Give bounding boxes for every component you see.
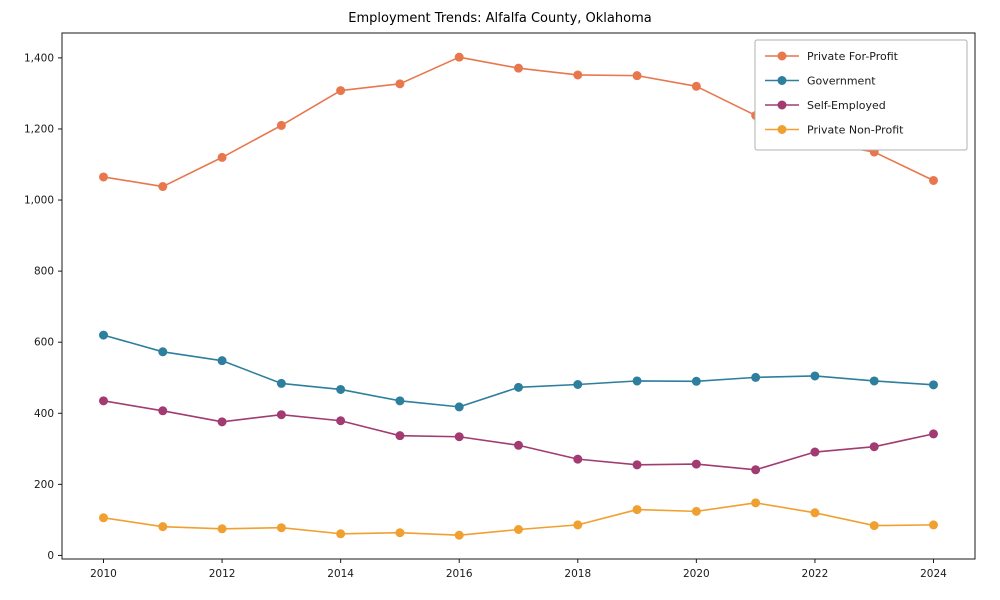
data-point-marker (929, 380, 938, 390)
data-point-marker (276, 410, 286, 420)
data-point-marker (217, 152, 227, 162)
data-point-marker (336, 384, 346, 394)
data-point-marker (395, 528, 405, 538)
x-axis-tick-label: 2022 (802, 568, 829, 580)
data-point-marker (573, 70, 583, 80)
data-point-marker (810, 371, 820, 381)
y-axis-tick-label: 0 (47, 550, 54, 562)
legend-label-private-for-profit: Private For-Profit (807, 50, 899, 63)
legend-label-self-employed: Self-Employed (807, 99, 886, 112)
data-point-marker (514, 525, 523, 535)
data-point-marker (99, 330, 108, 340)
data-point-marker (276, 378, 286, 388)
data-point-marker (929, 175, 938, 185)
legend-label-private-non-profit: Private Non-Profit (807, 124, 904, 137)
data-point-marker (217, 417, 227, 427)
data-point-marker (810, 447, 820, 457)
plot-area: 0 200 400 600 800 1,000 1,200 1,400 2010 2012 2014… (24, 32, 976, 580)
data-point-marker (336, 529, 346, 539)
data-point-marker (514, 440, 523, 450)
data-point-marker (217, 356, 227, 366)
data-point-marker (751, 372, 761, 382)
x-axis-tick-label: 2016 (446, 568, 473, 580)
x-axis-tick-label: 2020 (683, 568, 710, 580)
data-point-marker (454, 530, 464, 540)
legend-box (754, 39, 968, 151)
data-point-marker (395, 396, 405, 406)
data-point-marker (158, 347, 168, 357)
y-axis-tick-label: 800 (34, 266, 54, 278)
legend-sample-marker (777, 51, 787, 61)
data-point-marker (929, 520, 938, 530)
data-point-marker (869, 521, 879, 531)
data-point-marker (99, 396, 108, 406)
legend-sample-marker (777, 125, 787, 134)
data-point-marker (691, 459, 701, 469)
data-point-marker (514, 63, 523, 73)
axes-border (61, 32, 976, 560)
data-point-marker (691, 376, 701, 386)
data-point-marker (573, 520, 583, 530)
legend-label-government: Government (807, 75, 876, 88)
y-axis-tick-label: 1,000 (24, 195, 54, 207)
data-point-marker (158, 406, 168, 416)
legend-sample-marker (777, 100, 787, 110)
data-point-marker (454, 432, 464, 442)
chart-title: Employment Trends: Alfalfa County, Oklah… (348, 11, 651, 26)
x-axis-tick-label: 2010 (90, 568, 117, 580)
y-axis-tick-label: 1,200 (24, 123, 54, 135)
x-axis-tick-label: 2024 (920, 568, 947, 580)
y-axis-tick-label: 600 (34, 337, 54, 349)
data-point-marker (336, 86, 346, 96)
data-point-marker (691, 81, 701, 91)
data-point-marker (573, 379, 583, 389)
data-point-marker (99, 172, 108, 182)
data-point-marker (454, 402, 464, 412)
y-axis-tick-label: 400 (34, 408, 54, 420)
x-axis-tick-label: 2014 (327, 568, 354, 580)
data-point-marker (751, 498, 761, 508)
data-point-marker (929, 429, 938, 439)
data-point-marker (276, 523, 286, 533)
series-line-government (103, 334, 934, 408)
data-point-marker (217, 524, 227, 534)
data-point-marker (158, 182, 168, 192)
data-point-marker (810, 508, 820, 518)
data-point-marker (632, 71, 642, 81)
x-axis-tick-label: 2012 (209, 568, 236, 580)
data-point-marker (336, 416, 346, 426)
data-point-marker (632, 460, 642, 470)
data-point-marker (454, 52, 464, 62)
data-point-marker (276, 120, 286, 130)
data-point-marker (99, 513, 108, 523)
data-point-marker (632, 505, 642, 515)
data-point-marker (395, 431, 405, 441)
data-point-marker (395, 79, 405, 89)
data-point-marker (869, 376, 879, 386)
data-point-marker (691, 506, 701, 516)
x-axis-tick-label: 2018 (564, 568, 591, 580)
data-point-marker (751, 465, 761, 475)
data-point-marker (158, 522, 168, 532)
data-point-marker (514, 382, 523, 392)
data-point-marker (869, 442, 879, 452)
y-axis-tick-label: 1,400 (24, 52, 54, 64)
data-point-marker (573, 454, 583, 464)
series-line-self-employed (103, 400, 934, 471)
data-point-marker (632, 376, 642, 386)
y-axis-tick-label: 200 (34, 479, 54, 491)
legend-sample-marker (777, 76, 787, 85)
